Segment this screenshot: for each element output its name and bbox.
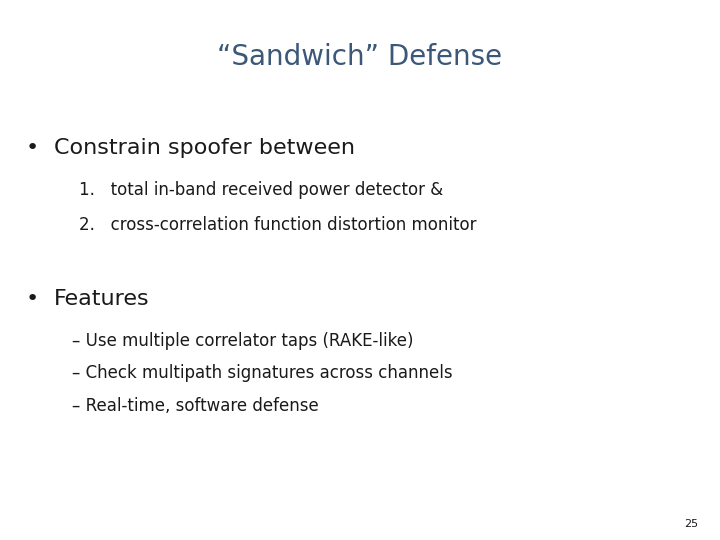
Text: 2.   cross-correlation function distortion monitor: 2. cross-correlation function distortion… <box>79 216 477 234</box>
Text: 25: 25 <box>684 519 698 529</box>
Text: •: • <box>25 138 38 158</box>
Text: – Use multiple correlator taps (RAKE-like): – Use multiple correlator taps (RAKE-lik… <box>72 332 413 350</box>
Text: •: • <box>25 289 38 309</box>
Text: Constrain spoofer between: Constrain spoofer between <box>54 138 355 158</box>
Text: Features: Features <box>54 289 150 309</box>
Text: “Sandwich” Defense: “Sandwich” Defense <box>217 43 503 71</box>
Text: – Check multipath signatures across channels: – Check multipath signatures across chan… <box>72 364 453 382</box>
Text: 1.   total in-band received power detector &: 1. total in-band received power detector… <box>79 181 444 199</box>
Text: – Real-time, software defense: – Real-time, software defense <box>72 397 319 415</box>
